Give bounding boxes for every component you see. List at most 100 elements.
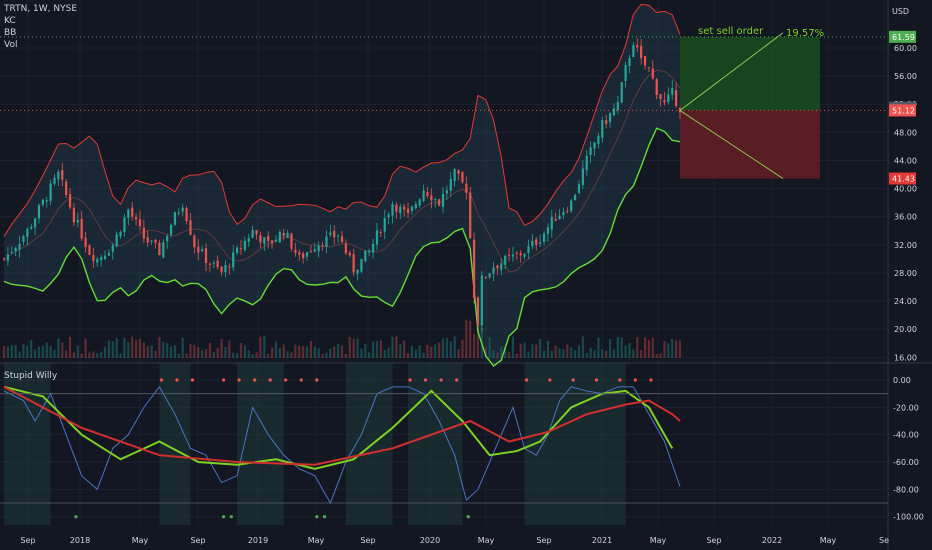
volume-bar — [414, 349, 417, 358]
volume-bar — [189, 344, 192, 358]
volume-bar — [30, 340, 33, 358]
signal-dot-top — [594, 378, 599, 382]
candle — [457, 170, 460, 174]
price-tick: 44.00 — [894, 156, 917, 165]
volume-bar — [111, 341, 114, 358]
candle — [173, 212, 177, 225]
volume-bar — [313, 346, 316, 358]
candle — [216, 260, 219, 268]
indicator-bb[interactable]: BB — [4, 28, 17, 38]
volume-bar — [142, 342, 145, 358]
volume-bar — [26, 345, 29, 358]
osc-tick: -80.00 — [893, 485, 919, 494]
indicator-kc[interactable]: KC — [4, 16, 16, 26]
signal-dot-top — [299, 378, 303, 382]
candle — [531, 240, 534, 246]
candle — [282, 232, 285, 236]
currency-label: USD — [892, 7, 909, 16]
volume-bar — [96, 352, 99, 358]
volume-bar — [131, 336, 134, 358]
volume-bar — [325, 352, 328, 358]
signal-zone — [345, 363, 393, 525]
volume-bar — [317, 348, 320, 358]
signal-dot-top — [284, 378, 288, 382]
symbol-title[interactable]: TRTN, 1W, NYSE — [4, 4, 78, 14]
volume-bar — [620, 337, 623, 358]
candle — [138, 219, 142, 227]
signal-dot-top — [190, 378, 195, 382]
candle — [371, 243, 375, 253]
candle — [228, 266, 231, 268]
osc-tick: 0.00 — [893, 376, 911, 385]
signal-dot-bottom — [74, 515, 78, 519]
candle — [333, 230, 336, 238]
volume-bar — [531, 343, 534, 358]
price-tick: 60.00 — [894, 44, 917, 53]
signal-dot-top — [649, 378, 653, 382]
candle — [111, 245, 114, 252]
candle — [181, 207, 184, 212]
candle — [418, 199, 421, 206]
volume-bar — [259, 336, 262, 358]
candle — [294, 249, 297, 253]
signal-dot-bottom — [229, 515, 233, 519]
volume-bar — [286, 351, 289, 358]
candle — [166, 236, 169, 242]
volume-bar — [488, 336, 491, 358]
target-arrow — [679, 32, 784, 111]
volume-bar — [383, 349, 386, 358]
candle — [659, 94, 662, 100]
candle — [449, 179, 452, 191]
candle — [410, 206, 414, 211]
candle — [247, 238, 250, 242]
loss-zone — [680, 110, 820, 179]
volume-bar — [500, 346, 503, 358]
indicator-vol[interactable]: Vol — [4, 40, 18, 50]
signal-zone — [237, 363, 284, 525]
price-badge-label: 41.43 — [892, 175, 915, 184]
candle — [570, 200, 573, 212]
volume-bar — [290, 352, 293, 358]
candle — [337, 235, 340, 237]
candle — [243, 240, 246, 251]
volume-bar — [566, 344, 569, 358]
price-tick: 24.00 — [894, 297, 917, 306]
candle — [212, 262, 215, 264]
volume-bar — [441, 338, 445, 358]
signal-dot-top — [175, 378, 179, 382]
price-badge — [889, 30, 916, 43]
oscillator-title[interactable]: Stupid Willy — [4, 371, 58, 381]
candle — [298, 252, 301, 255]
volume-bar — [472, 333, 476, 358]
volume-bar — [375, 341, 379, 358]
volume-bar — [577, 345, 581, 358]
candle — [535, 239, 538, 245]
candle — [22, 236, 25, 242]
volume-bar — [608, 339, 612, 358]
volume-bar — [542, 350, 546, 358]
candle — [628, 58, 631, 67]
candle — [414, 204, 417, 208]
candle — [103, 255, 107, 260]
candle — [329, 232, 332, 236]
volume-bar — [224, 347, 227, 358]
signal-dot-top — [159, 378, 164, 382]
candle — [26, 228, 29, 238]
volume-bar — [511, 336, 515, 358]
volume-bar — [539, 339, 542, 358]
candle — [251, 229, 254, 238]
volume-bar — [515, 353, 518, 358]
volume-bar — [232, 352, 235, 358]
volume-bar — [651, 337, 654, 358]
osc-tick: -100.00 — [893, 513, 924, 522]
time-tick: May — [132, 536, 149, 545]
profit-zone — [680, 36, 820, 111]
candle — [115, 234, 118, 247]
candle — [554, 219, 557, 221]
signal-dot-top — [618, 378, 622, 382]
bb-upper-line — [3, 3, 681, 237]
time-tick: May — [820, 536, 837, 545]
candle — [30, 226, 33, 229]
bb-lower-line — [3, 127, 681, 367]
candle — [441, 193, 445, 207]
